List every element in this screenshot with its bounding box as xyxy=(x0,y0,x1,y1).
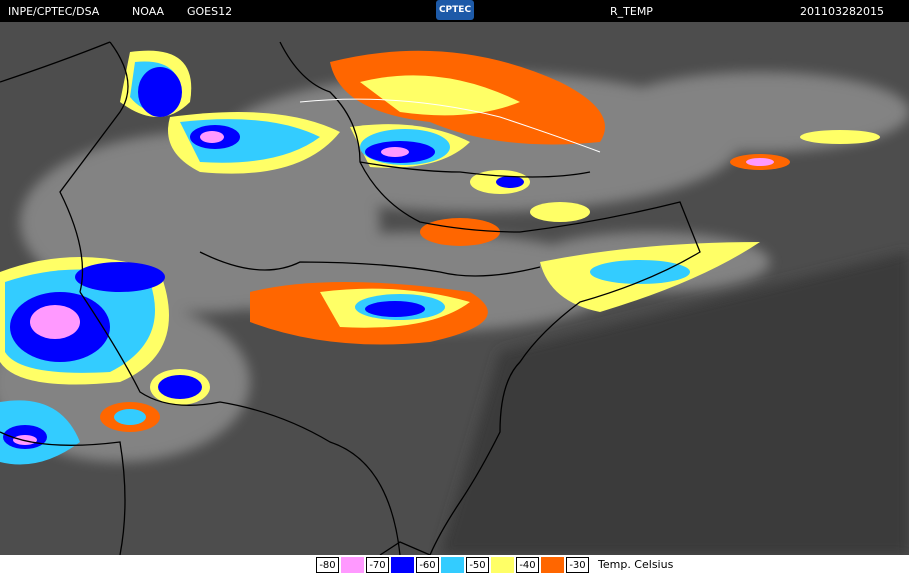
legend-label: -70 xyxy=(366,557,389,573)
legend: Temp. Celsius -80 -70 -60 -50 -40 -30 xyxy=(0,555,909,575)
legend-swatch xyxy=(541,557,564,573)
legend-swatch xyxy=(491,557,514,573)
legend-label: -30 xyxy=(566,557,589,573)
legend-swatch xyxy=(341,557,364,573)
legend-label: -80 xyxy=(316,557,339,573)
legend-label: -50 xyxy=(466,557,489,573)
agency: NOAA xyxy=(132,5,165,18)
source: INPE/CPTEC/DSA xyxy=(8,5,100,18)
legend-label: -60 xyxy=(416,557,439,573)
legend-swatch xyxy=(441,557,464,573)
legend-label: -40 xyxy=(516,557,539,573)
header: INPE/CPTEC/DSA NOAA GOES12 CPTEC R_TEMP … xyxy=(0,0,909,22)
legend-unit: Temp. Celsius xyxy=(598,558,674,571)
satellite: GOES12 xyxy=(187,5,233,18)
logo: CPTEC xyxy=(436,0,474,20)
legend-swatch xyxy=(391,557,414,573)
satellite-image xyxy=(0,22,909,555)
product: R_TEMP xyxy=(610,5,653,18)
timestamp: 201103282015 xyxy=(800,5,884,18)
